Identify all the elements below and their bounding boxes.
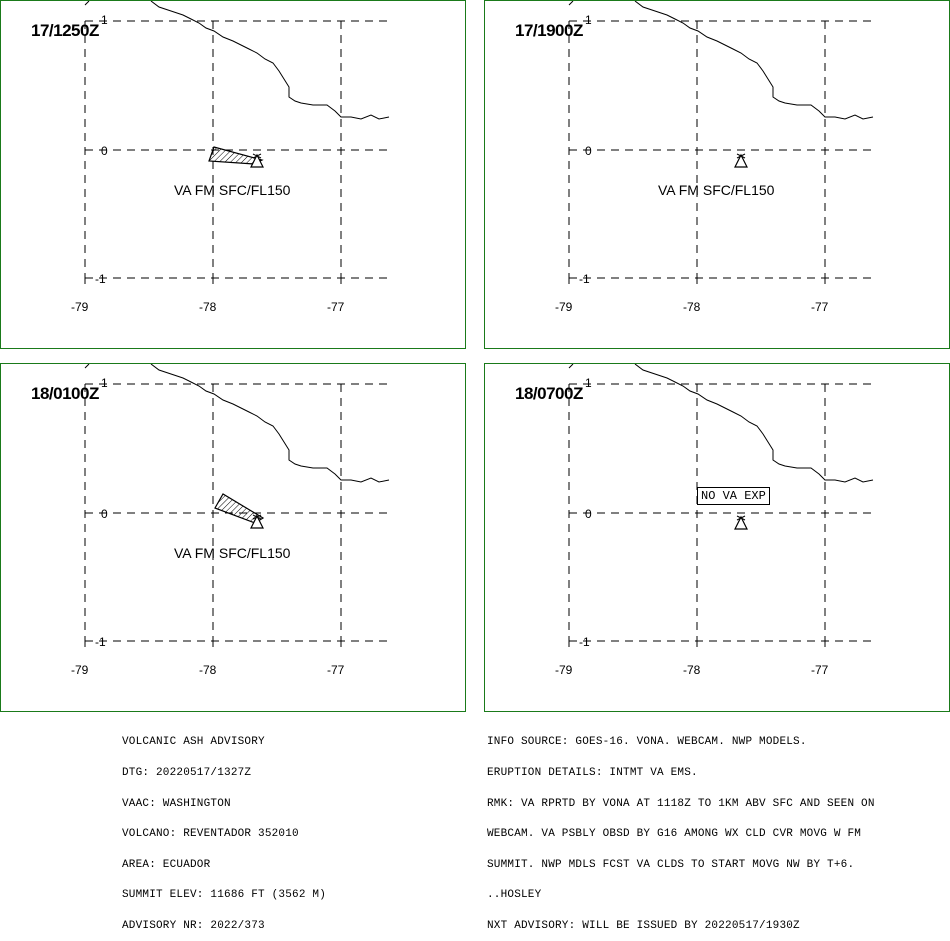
advisory-line: INFO SOURCE: GOES-16. VONA. WEBCAM. NWP … — [487, 736, 807, 749]
lat-lon-grid — [84, 20, 389, 284]
y-tick-label: 1 — [101, 13, 108, 27]
y-tick-label: 0 — [101, 144, 108, 158]
volcano-triangle-icon — [250, 153, 264, 168]
y-tick-label: 1 — [585, 376, 592, 390]
y-tick-label: -1 — [579, 272, 590, 286]
advisory-line: AREA: ECUADOR — [122, 858, 211, 871]
coastline — [84, 1, 390, 120]
advisory-line: SUMMIT ELEV: 11686 FT (3562 M) — [122, 889, 327, 902]
advisory-left-block: VOLCANIC ASH ADVISORY DTG: 20220517/1327… — [122, 717, 326, 941]
y-tick-label: -1 — [579, 635, 590, 649]
volcano-triangle — [250, 514, 264, 529]
volcano-mark — [252, 153, 262, 159]
volcano-triangle — [734, 515, 748, 530]
x-tick-label: -77 — [327, 663, 345, 677]
y-tick-label: 1 — [101, 376, 108, 390]
lat-lon-grid — [84, 383, 389, 647]
advisory-line: ERUPTION DETAILS: INTMT VA EMS. — [487, 767, 698, 780]
no-va-expected-label: NO VA EXP — [697, 487, 770, 505]
lat-lon-grid — [568, 20, 873, 284]
volcano-triangle — [734, 153, 748, 168]
ash-cloud-polygon — [208, 146, 264, 165]
x-tick-label: -78 — [683, 663, 701, 677]
y-tick-label: 0 — [585, 507, 592, 521]
y-tick-label: 0 — [585, 144, 592, 158]
ash-altitude-label: VA FM SFC/FL150 — [174, 545, 291, 561]
map-panel-2: 17/1900Z 1 0 -1 -79 -78 -77 VA FM SFC/FL… — [484, 0, 950, 349]
advisory-line: VOLCANO: REVENTADOR 352010 — [122, 828, 299, 841]
x-tick-label: -79 — [71, 663, 89, 677]
advisory-line: VAAC: WASHINGTON — [122, 797, 231, 810]
advisory-line: DTG: 20220517/1327Z — [122, 767, 252, 780]
advisory-line: VOLCANIC ASH ADVISORY — [122, 736, 265, 749]
map-panel-3: 18/0100Z 1 0 -1 -79 -78 -77 VA FM SFC/FL… — [0, 363, 466, 712]
advisory-line: RMK: VA RPRTD BY VONA AT 1118Z TO 1KM AB… — [487, 797, 875, 810]
advisory-right-block: INFO SOURCE: GOES-16. VONA. WEBCAM. NWP … — [487, 717, 875, 941]
x-tick-label: -77 — [811, 663, 829, 677]
volcano-mark — [736, 515, 746, 521]
volcano-mark — [252, 514, 262, 520]
advisory-line: WEBCAM. VA PSBLY OBSD BY G16 AMONG WX CL… — [487, 828, 862, 841]
panel-time: 17/1900Z — [515, 21, 583, 40]
volcano-triangle-icon — [734, 153, 748, 168]
y-tick-label: -1 — [95, 635, 106, 649]
volcano-triangle-icon — [734, 515, 748, 530]
volcano-triangle — [250, 153, 264, 168]
volcano-triangle-icon — [250, 514, 264, 529]
lat-lon-grid — [568, 383, 873, 647]
coastline — [568, 364, 874, 483]
ash-altitude-label: VA FM SFC/FL150 — [658, 182, 775, 198]
x-tick-label: -77 — [327, 300, 345, 314]
coastline — [568, 1, 874, 120]
advisory-line: SUMMIT. NWP MDLS FCST VA CLDS TO START M… — [487, 858, 855, 871]
map-canvas-2 — [568, 1, 874, 284]
volcano-mark — [736, 153, 746, 159]
ash-polygon — [208, 146, 264, 165]
map-canvas-3 — [84, 364, 390, 647]
x-tick-label: -78 — [199, 300, 217, 314]
y-tick-label: -1 — [95, 272, 106, 286]
advisory-line: NXT ADVISORY: WILL BE ISSUED BY 20220517… — [487, 920, 800, 933]
ash-altitude-label: VA FM SFC/FL150 — [174, 182, 291, 198]
panel-time: 18/0700Z — [515, 384, 583, 403]
map-panel-4: 18/0700Z 1 0 -1 -79 -78 -77 NO VA EXP — [484, 363, 950, 712]
map-canvas-4 — [568, 364, 874, 647]
x-tick-label: -78 — [199, 663, 217, 677]
panel-time: 17/1250Z — [31, 21, 99, 40]
x-tick-label: -77 — [811, 300, 829, 314]
x-tick-label: -79 — [71, 300, 89, 314]
advisory-line: ..HOSLEY — [487, 889, 542, 902]
map-canvas-1 — [84, 1, 390, 284]
map-panel-1: 17/1250Z 1 0 -1 -79 -78 -77 VA FM SFC/FL… — [0, 0, 466, 349]
y-tick-label: 1 — [585, 13, 592, 27]
y-tick-label: 0 — [101, 507, 108, 521]
panel-time: 18/0100Z — [31, 384, 99, 403]
x-tick-label: -79 — [555, 300, 573, 314]
coastline — [84, 364, 390, 483]
x-tick-label: -78 — [683, 300, 701, 314]
ash-cloud-polygon — [214, 493, 265, 524]
ash-polygon — [214, 493, 265, 524]
x-tick-label: -79 — [555, 663, 573, 677]
advisory-line: ADVISORY NR: 2022/373 — [122, 920, 265, 933]
